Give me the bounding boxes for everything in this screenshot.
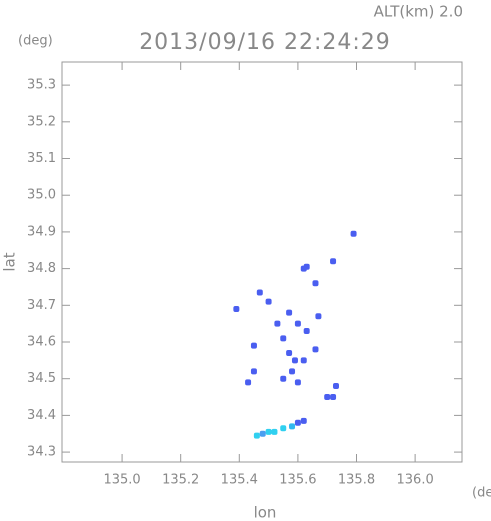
echo-cell <box>300 357 307 364</box>
y-tick-label: 34.4 <box>27 408 56 423</box>
echo-cell <box>303 327 310 334</box>
echo-cell <box>265 428 272 435</box>
y-tick-label: 35.0 <box>27 188 56 203</box>
echo-cell <box>271 428 278 435</box>
x-tick-label: 136.0 <box>397 473 434 488</box>
y-tick-label: 35.2 <box>27 114 56 129</box>
y-tick-label: 34.6 <box>27 335 56 350</box>
echo-cell <box>280 425 287 432</box>
echo-cell <box>233 305 240 312</box>
echo-cell <box>289 368 296 375</box>
echo-cell <box>289 423 296 430</box>
y-tick-label: 35.1 <box>27 151 56 166</box>
x-tick-label: 135.8 <box>338 473 375 488</box>
x-tick-label: 135.0 <box>103 473 140 488</box>
echo-cell <box>265 298 272 305</box>
echo-cell <box>294 419 301 426</box>
y-tick-label: 34.8 <box>27 261 56 276</box>
echo-cell <box>332 383 339 390</box>
echo-cell <box>324 394 331 401</box>
echo-cell <box>350 230 357 237</box>
echo-cell <box>291 357 298 364</box>
echo-cell <box>300 417 307 424</box>
x-tick-label: 135.2 <box>162 473 199 488</box>
y-tick-label: 34.7 <box>27 298 56 313</box>
y-tick-label: 34.3 <box>27 445 56 460</box>
echo-cell <box>294 320 301 327</box>
y-tick-label: 35.3 <box>27 78 56 93</box>
echo-cell <box>280 335 287 342</box>
echo-cell <box>286 309 293 316</box>
echo-cell <box>250 368 257 375</box>
plot-frame <box>61 61 463 463</box>
chart-title: 2013/09/16 22:24:29 <box>139 30 391 55</box>
echo-cell <box>256 289 263 296</box>
x-tick-label: 135.6 <box>279 473 316 488</box>
echo-cell <box>330 394 337 401</box>
echo-cell <box>303 263 310 270</box>
y-tick-label: 34.5 <box>27 371 56 386</box>
x-tick-label: 135.4 <box>221 473 258 488</box>
x-axis-label: lon <box>254 504 277 521</box>
echo-cell <box>312 346 319 353</box>
echo-cell <box>315 313 322 320</box>
echo-cell <box>253 432 260 439</box>
y-axis-label: lat <box>1 252 19 271</box>
echo-cell <box>250 342 257 349</box>
echo-cell <box>294 379 301 386</box>
echo-cell <box>274 320 281 327</box>
y-tick-label: 34.9 <box>27 224 56 239</box>
altitude-label: ALT(km) 2.0 <box>374 3 463 21</box>
echo-cell <box>286 350 293 357</box>
x-unit: (deg) <box>472 486 491 501</box>
echo-cell <box>280 375 287 382</box>
echo-cell <box>245 379 252 386</box>
y-unit: (deg) <box>18 34 53 49</box>
echo-cell <box>259 430 266 437</box>
echo-cell <box>312 280 319 287</box>
echo-cell <box>330 258 337 265</box>
